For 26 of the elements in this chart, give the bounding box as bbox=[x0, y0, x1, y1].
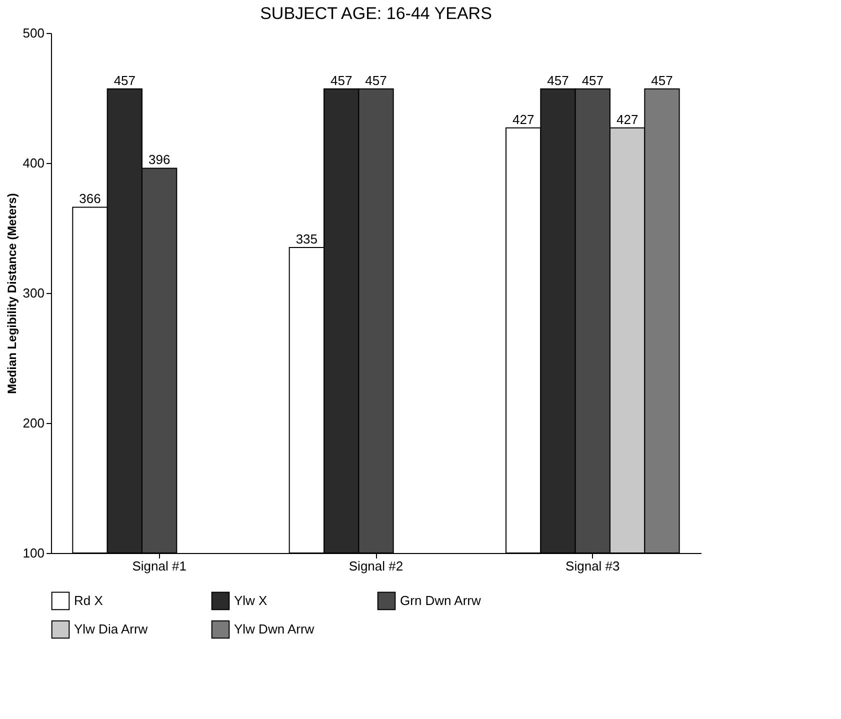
chart-title: SUBJECT AGE: 16-44 YEARS bbox=[260, 4, 492, 23]
data-label: 396 bbox=[148, 152, 170, 168]
data-label: 427 bbox=[512, 112, 534, 127]
legend-label: Rd X bbox=[74, 592, 104, 608]
x-tick-label: Signal #3 bbox=[566, 558, 620, 574]
data-label: 457 bbox=[547, 72, 569, 88]
data-label: 427 bbox=[616, 112, 638, 127]
data-label: 366 bbox=[79, 191, 101, 206]
y-axis-title: Median Legibility Distance (Meters) bbox=[4, 193, 19, 394]
legend-label: Ylw Dia Arrw bbox=[74, 622, 148, 636]
data-label: 335 bbox=[296, 232, 318, 246]
y-tick-label: 200 bbox=[22, 416, 44, 430]
legend-label: Grn Dwn Arrw bbox=[400, 592, 482, 608]
x-tick-label: Signal #1 bbox=[132, 558, 186, 574]
y-tick-label: 100 bbox=[22, 546, 44, 560]
y-tick-label: 300 bbox=[22, 286, 44, 300]
x-tick-label: Signal #2 bbox=[348, 558, 404, 574]
legend-label: Ylw Dwn Arrw bbox=[234, 622, 315, 636]
data-label: 457 bbox=[330, 72, 352, 88]
data-label: 457 bbox=[651, 72, 673, 88]
data-label: 457 bbox=[114, 72, 136, 88]
y-tick-label: 400 bbox=[22, 156, 44, 170]
data-label: 457 bbox=[582, 72, 604, 88]
y-tick-label: 500 bbox=[22, 26, 44, 40]
data-label: 457 bbox=[365, 72, 387, 88]
legend-label: Ylw X bbox=[234, 592, 268, 608]
